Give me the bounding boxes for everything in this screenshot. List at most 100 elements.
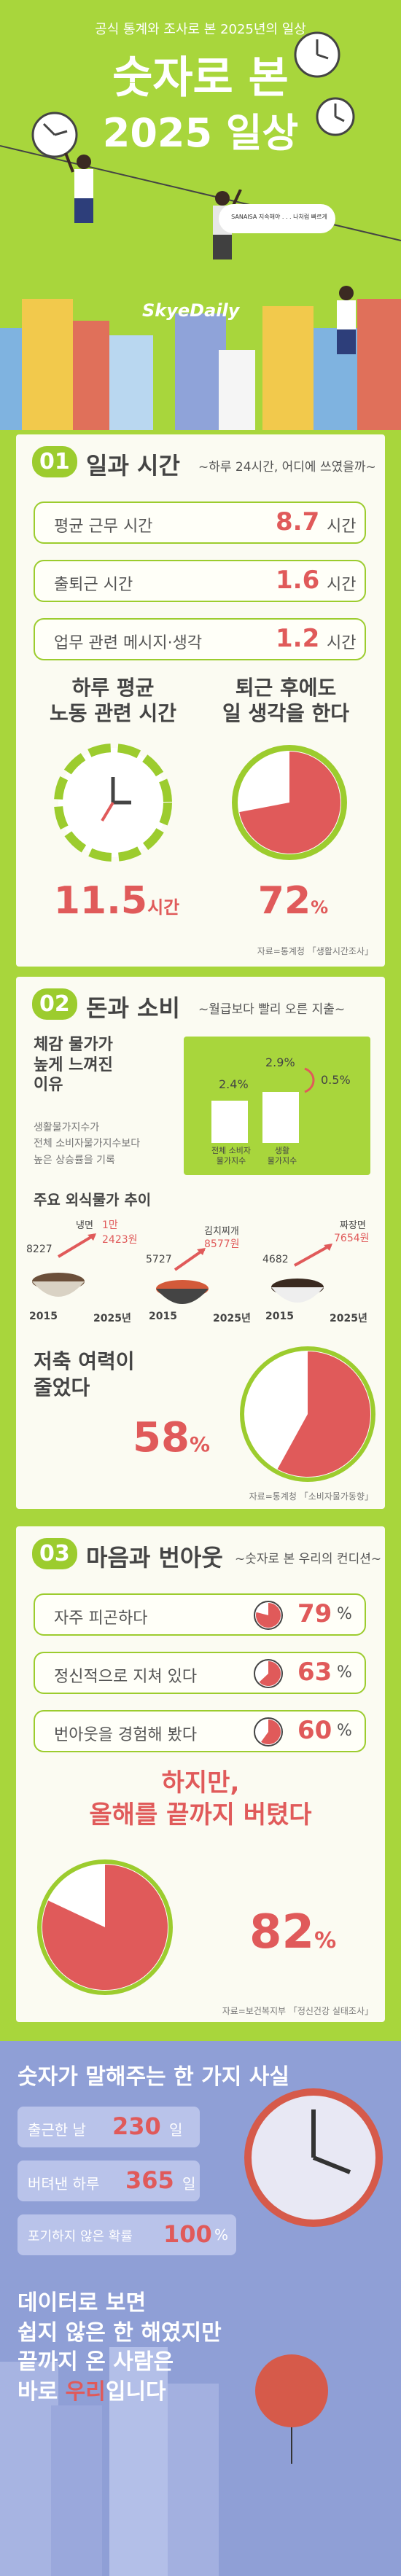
building (109, 335, 153, 430)
left-note-line: 생활물가지수가 (34, 1122, 100, 1133)
left-unit: 시간 (147, 897, 180, 918)
stat-row: 번아웃을 경험해 봤다 60 % (34, 1710, 366, 1752)
stat-value: 79 (297, 1599, 332, 1628)
trend-arrow-icon (294, 1244, 332, 1267)
left-heading-line: 높게 느껴진 (34, 1055, 113, 1074)
building (175, 313, 226, 430)
diff-arrow-icon (304, 1067, 315, 1093)
footer-row-unit: 일 (169, 2121, 183, 2139)
bar-value-label: 2.4% (219, 1077, 249, 1091)
big-value-wrap: 82% (249, 1905, 336, 1959)
year-label: 2015 (149, 1311, 177, 1322)
section-subtitle: ~월급보다 빨리 오른 지출~ (198, 1002, 346, 1017)
mini-pie (254, 1601, 283, 1630)
logo: SkyeDaily (142, 300, 240, 321)
section3-heading-line: 올해를 끝까지 버텼다 (89, 1800, 312, 1830)
stat-label: 업무 관련 메시지·생각 (54, 634, 203, 652)
right-heading-line: 일 생각을 한다 (222, 701, 350, 725)
stat-value: 60 (297, 1716, 332, 1745)
stat-row: 정신적으로 지쳐 있다 63 % (34, 1652, 366, 1694)
balloon-illustration (255, 2354, 328, 2464)
section-title: 마음과 번아웃 (86, 1544, 223, 1572)
food-heading: 주요 외식물가 추이 (34, 1191, 152, 1209)
footer-row-unit: 일 (182, 2175, 196, 2193)
stat-unit: % (337, 1663, 352, 1682)
section-money: 02 돈과 소비 ~월급보다 빨리 오른 지출~ 체감 물가가 높게 느껴진 이… (16, 977, 385, 1509)
big-unit: % (314, 1928, 337, 1954)
closing-text: 바로 (17, 2378, 66, 2405)
pie-slice (239, 752, 340, 854)
mini-pie (254, 1717, 283, 1746)
section-subtitle: ~숫자로 본 우리의 컨디션~ (235, 1552, 382, 1566)
savings-heading-line: 저축 여력이 (34, 1349, 135, 1373)
food-name: 냉면 (76, 1220, 93, 1231)
zipline (0, 145, 401, 241)
savings-heading: 저축 여력이 줄었다 (34, 1349, 135, 1402)
section3-heading: 하지만, 올해를 끝까지 버텼다 (16, 1767, 385, 1831)
food-new-price: 1만2423원 (102, 1219, 138, 1246)
left-note: 생활물가지수가 전체 소비자물가지수보다 높은 상승률을 기록 (34, 1120, 140, 1168)
header: SANAISA 지속해야 . . . 나처럼 빠르게 공식 통계와 조사로 본 … (0, 0, 401, 430)
year-label: 2025년 (93, 1313, 131, 1324)
bar-chart: 2.4% 2.9% 전체 소비자 물가지수 생활 물가지수 0.5% (184, 1037, 370, 1175)
left-heading: 체감 물가가 높게 느껴진 이유 (34, 1035, 113, 1096)
section3-heading-line: 하지만, (161, 1768, 240, 1798)
clock-icon (31, 112, 78, 158)
stat-label: 정신적으로 지쳐 있다 (54, 1668, 198, 1686)
city-skyline (0, 2347, 219, 2576)
semi-pie-chart-58 (240, 1346, 375, 1482)
stat-value: 1.6 (276, 566, 320, 595)
worker-illustration (337, 286, 356, 354)
stat-unit: 시간 (327, 634, 357, 652)
clock-icon (54, 743, 172, 862)
clock-icon (294, 31, 340, 78)
pie-chart-72 (232, 745, 347, 860)
bowl-icon (32, 1273, 85, 1297)
closing-line: 데이터로 보면 (17, 2290, 147, 2316)
bar-value-label: 2.9% (265, 1055, 295, 1069)
footer-row-value: 365 (125, 2166, 174, 2194)
bar-category-label: 생활 물가지수 (257, 1146, 308, 1167)
stat-unit: % (337, 1722, 352, 1740)
bar-category-line: 물가지수 (267, 1156, 297, 1166)
page-title: 숫자로 본 (112, 52, 289, 104)
mini-pie (254, 1659, 283, 1688)
footer-row: 출근한 날 230 일 (17, 2107, 200, 2147)
worker-illustration (64, 153, 93, 223)
pie-chart-82 (37, 1859, 173, 1995)
food-item: 김치찌개 8577원 5727 2015 2025년 (146, 1217, 262, 1327)
year-label: 2025년 (213, 1313, 251, 1324)
section-mind: 03 마음과 번아웃 ~숫자로 본 우리의 컨디션~ 자주 피곤하다 79 % … (16, 1526, 385, 2022)
left-value-wrap: 11.5시간 (36, 879, 197, 923)
page-title-year: 2025 일상 (102, 110, 299, 156)
section-subtitle: ~하루 24시간, 어디에 쓰였을까~ (198, 460, 376, 475)
left-value: 11.5 (53, 879, 148, 923)
section-work-time: 01 일과 시간 ~하루 24시간, 어디에 쓰였을까~ 평균 근무 시간 8.… (16, 434, 385, 967)
footer-row: 버텨낸 하루 365 일 (17, 2161, 200, 2201)
year-label: 2025년 (330, 1313, 367, 1324)
stat-label: 자주 피곤하다 (54, 1609, 148, 1628)
footer-row: 포기하지 않은 확률 100 % (17, 2214, 236, 2255)
food-old-price: 5727 (146, 1254, 172, 1265)
stew-pot-icon (156, 1280, 209, 1304)
closing-message: 데이터로 보면 쉽지 않은 한 해였지만 끝까지 온 사람은 바로 우리입니다 (17, 2289, 222, 2407)
closing-line: 쉽지 않은 한 해였지만 (17, 2319, 222, 2346)
right-value-wrap: 72% (213, 879, 373, 923)
right-heading: 퇴근 후에도 일 생각을 한다 (206, 675, 366, 726)
footer-title: 숫자가 말해주는 한 가지 사실 (17, 2064, 289, 2090)
building (22, 299, 73, 430)
stat-unit: 시간 (327, 518, 357, 536)
section-number: 01 (32, 446, 77, 477)
year-label: 2015 (29, 1311, 58, 1322)
stat-row: 평균 근무 시간 8.7 시간 (34, 501, 366, 544)
closing-text: 입니다 (105, 2378, 166, 2405)
speech-bubble-text: SANAISA 지속해야 . . . 나처럼 빠르게 (231, 214, 327, 220)
closing-line: 끝까지 온 사람은 (17, 2349, 174, 2375)
left-heading-line: 노동 관련 시간 (49, 701, 177, 725)
footer-row-value: 100 (163, 2220, 212, 2248)
footer-row-unit: % (214, 2226, 229, 2244)
stat-value: 8.7 (276, 507, 320, 536)
pie-slice (42, 1865, 168, 1990)
left-heading-line: 하루 평균 (71, 676, 155, 700)
savings-value: 58 (133, 1414, 190, 1461)
